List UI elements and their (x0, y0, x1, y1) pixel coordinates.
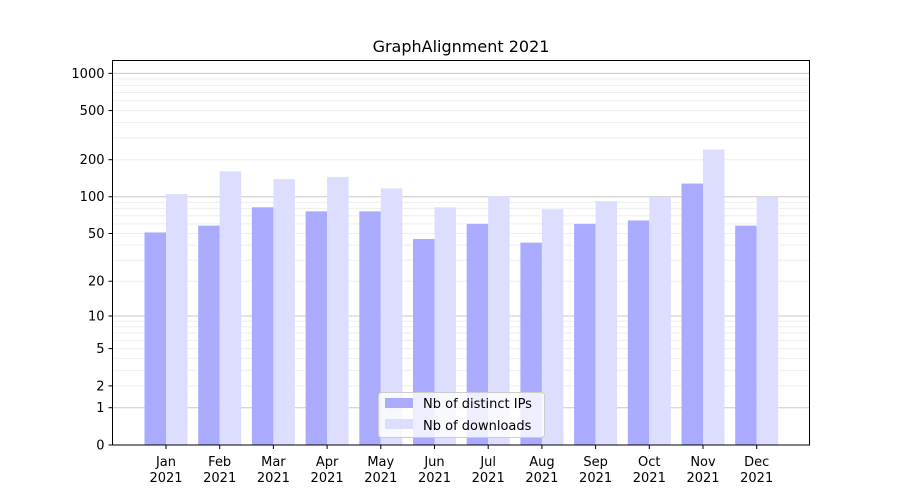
plot-frame (112, 60, 810, 446)
legend-label-ips: Nb of distinct IPs (423, 397, 532, 412)
y-tick-label: 500 (80, 104, 105, 119)
bar-downloads (327, 176, 349, 445)
bar-downloads (488, 196, 510, 445)
x-tick-label: Jun 2021 (418, 455, 451, 486)
x-tick-label: Feb 2021 (203, 455, 236, 486)
x-tick-label: Jul 2021 (472, 455, 505, 486)
bar-downloads (380, 188, 403, 446)
y-tick-label: 20 (88, 275, 105, 290)
bar-ips (681, 183, 703, 445)
x-tick-label: Dec 2021 (740, 455, 773, 486)
x-tick-label: Mar 2021 (257, 455, 290, 486)
bar-downloads (649, 197, 671, 445)
bar-downloads (273, 179, 295, 445)
bar-ips (144, 232, 166, 445)
x-tick-label: Jan 2021 (149, 455, 182, 486)
legend-swatch-ips (385, 398, 413, 408)
bar-ips (305, 211, 328, 445)
y-tick-label: 0 (96, 439, 104, 454)
x-tick-label: Nov 2021 (686, 455, 719, 486)
bar-ips (627, 220, 650, 445)
x-tick-label: Oct 2021 (633, 455, 666, 486)
bar-ips (359, 211, 381, 445)
y-tick-label: 100 (80, 190, 105, 205)
y-tick-label: 10 (88, 310, 105, 325)
y-tick-label: 1 (96, 401, 104, 416)
bar-ips (466, 223, 489, 445)
y-tick-label: 200 (80, 153, 105, 168)
x-tick-label: Apr 2021 (311, 455, 344, 486)
bar-ips (198, 225, 220, 445)
y-tick-label: 5 (96, 342, 104, 357)
legend: Nb of distinct IPs Nb of downloads (378, 392, 545, 438)
bar-downloads (703, 149, 725, 445)
bar-downloads (166, 194, 188, 445)
bar-downloads (595, 201, 618, 445)
y-tick-label: 50 (88, 227, 105, 242)
x-tick-label: Aug 2021 (525, 455, 558, 486)
y-tick-label: 1000 (71, 67, 104, 82)
legend-label-downloads: Nb of downloads (423, 419, 532, 434)
y-tick-label: 2 (96, 379, 104, 394)
bar-ips (735, 225, 757, 445)
bar-downloads (434, 207, 456, 445)
bar-downloads (219, 171, 242, 445)
x-tick-label: May 2021 (364, 455, 397, 486)
bar-downloads (756, 196, 779, 445)
bar-ips (251, 207, 274, 445)
legend-swatch-downloads (385, 419, 413, 429)
chart-title: GraphAlignment 2021 (373, 37, 550, 56)
bar-downloads (541, 209, 564, 445)
bar-ips (574, 223, 596, 445)
x-tick-label: Sep 2021 (579, 455, 612, 486)
